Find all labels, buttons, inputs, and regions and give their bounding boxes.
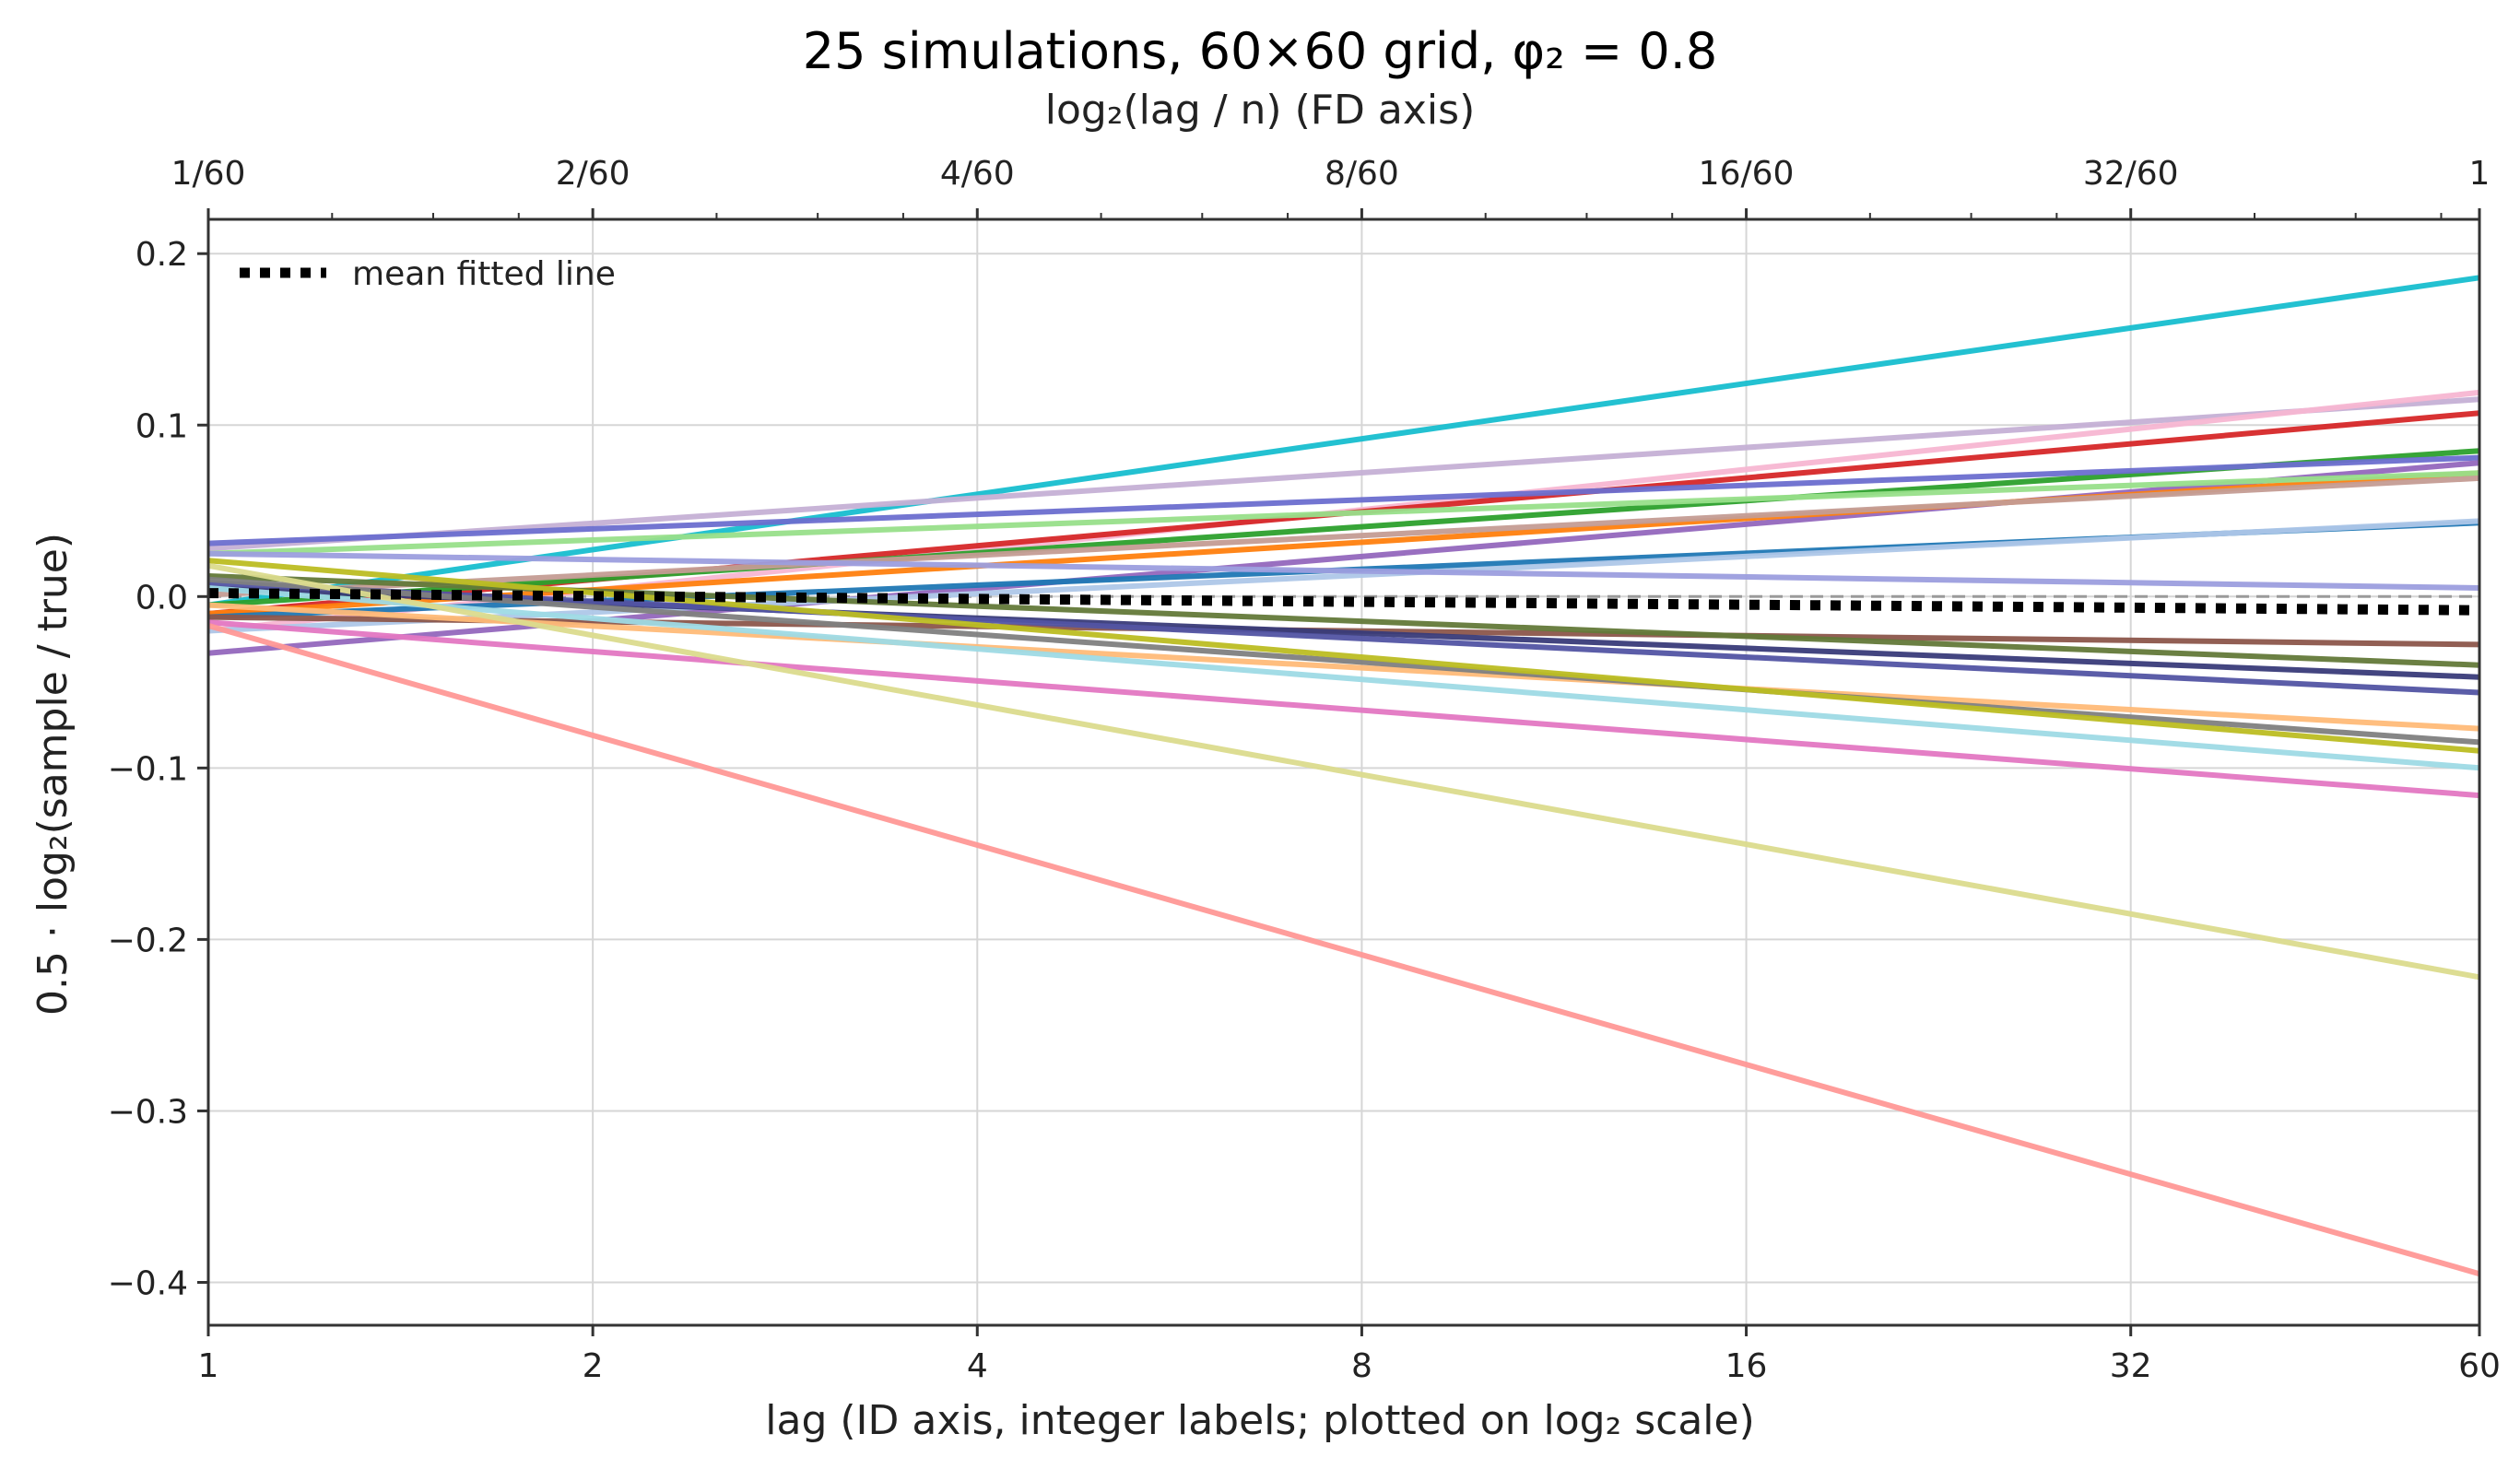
series-line xyxy=(207,623,2480,1277)
x-tick-label: 16 xyxy=(1725,1347,1768,1385)
series-line xyxy=(207,558,2480,754)
x-tick-label: 4 xyxy=(967,1347,988,1385)
y-tick-label: 0.2 xyxy=(135,236,188,274)
x-tick-label: 2 xyxy=(583,1347,604,1385)
series-line xyxy=(207,550,2480,591)
series-line xyxy=(207,470,2480,557)
series-line xyxy=(207,585,2480,771)
legend-mean-label: mean fitted line xyxy=(352,255,616,293)
y-axis-label: 0.5 · log₂(sample / true) xyxy=(29,533,77,1016)
series-line xyxy=(207,602,2480,732)
x-tick-label: 1 xyxy=(198,1347,219,1385)
series-line xyxy=(207,275,2480,608)
series-line xyxy=(207,518,2480,634)
series-line xyxy=(207,454,2480,546)
y-tick-label: −0.4 xyxy=(108,1264,188,1302)
legend: mean fitted line xyxy=(240,255,616,293)
series-line xyxy=(207,580,2480,696)
top-tick-label: 1/60 xyxy=(171,155,246,193)
chart-title: 25 simulations, 60×60 grid, φ₂ = 0.8 xyxy=(803,22,1718,80)
series-line xyxy=(207,396,2480,552)
y-tick-label: −0.1 xyxy=(108,750,188,788)
x-tick-label: 60 xyxy=(2458,1347,2501,1385)
series-line xyxy=(207,562,2480,981)
y-tick-label: 0.1 xyxy=(135,407,188,445)
x-tick-label: 8 xyxy=(1351,1347,1372,1385)
series-line xyxy=(207,576,2480,746)
y-tick-label: −0.3 xyxy=(108,1093,188,1131)
y-tick-label: 0.0 xyxy=(135,579,188,617)
plot-lines xyxy=(207,275,2480,1277)
top-tick-label: 32/60 xyxy=(2083,155,2179,193)
series-line xyxy=(207,475,2480,598)
top-tick-label: 4/60 xyxy=(940,155,1015,193)
mean-fitted-line xyxy=(207,588,2480,616)
x-tick-label: 32 xyxy=(2110,1347,2152,1385)
top-tick-label: 2/60 xyxy=(556,155,630,193)
series-line xyxy=(207,619,2480,799)
top-tick-label: 1 xyxy=(2469,155,2491,193)
series-line xyxy=(207,448,2480,608)
x-axis-label: lag (ID axis, integer labels; plotted on… xyxy=(765,1397,1755,1444)
axes: 1 2 4 8 16 32 60 1/60 2/60 4/60 8/60 16/60 32/60 1 −0.… xyxy=(108,155,2501,1385)
top-axis-label: log₂(lag / n) (FD axis) xyxy=(1045,87,1476,134)
y-tick-label: −0.2 xyxy=(108,922,188,959)
top-tick-label: 16/60 xyxy=(1699,155,1795,193)
top-tick-label: 8/60 xyxy=(1325,155,1399,193)
